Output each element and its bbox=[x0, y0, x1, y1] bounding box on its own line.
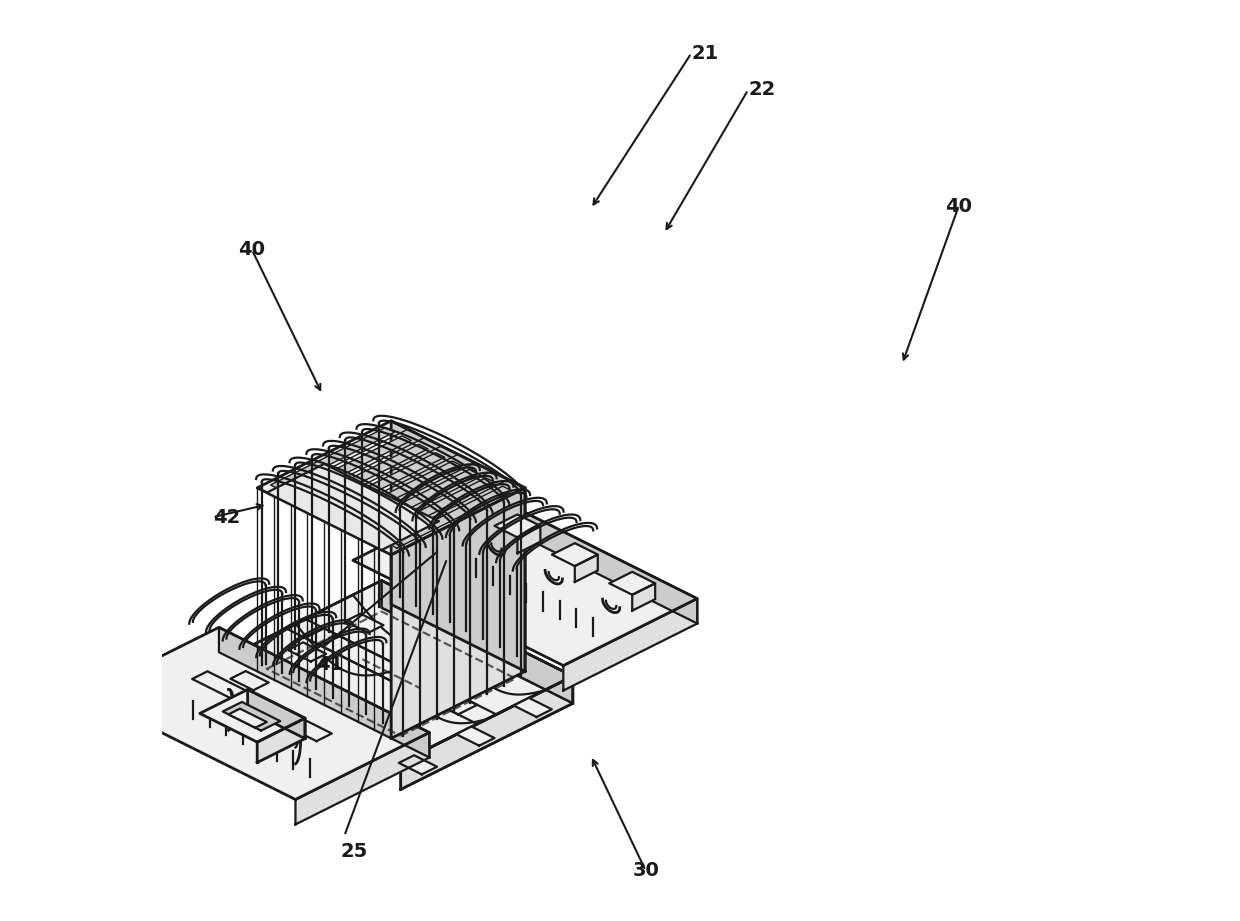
Polygon shape bbox=[456, 727, 495, 746]
Polygon shape bbox=[371, 478, 495, 540]
Polygon shape bbox=[337, 461, 461, 523]
Polygon shape bbox=[401, 676, 573, 789]
Polygon shape bbox=[391, 421, 525, 671]
Polygon shape bbox=[288, 642, 326, 661]
Polygon shape bbox=[305, 580, 573, 715]
Polygon shape bbox=[382, 580, 573, 704]
Polygon shape bbox=[304, 444, 428, 507]
Polygon shape bbox=[388, 486, 512, 548]
Polygon shape bbox=[355, 470, 479, 531]
Polygon shape bbox=[632, 583, 655, 611]
Polygon shape bbox=[248, 690, 305, 739]
Polygon shape bbox=[345, 613, 383, 633]
Polygon shape bbox=[575, 554, 598, 582]
Polygon shape bbox=[609, 572, 655, 595]
Polygon shape bbox=[353, 494, 697, 666]
Polygon shape bbox=[391, 488, 525, 739]
Polygon shape bbox=[86, 627, 429, 799]
Polygon shape bbox=[552, 543, 598, 566]
Polygon shape bbox=[382, 580, 573, 704]
Polygon shape bbox=[259, 705, 332, 741]
Polygon shape bbox=[192, 671, 265, 707]
Polygon shape bbox=[267, 464, 439, 550]
Polygon shape bbox=[270, 427, 394, 490]
Polygon shape bbox=[228, 708, 267, 728]
Polygon shape bbox=[563, 599, 697, 691]
Polygon shape bbox=[399, 755, 436, 775]
Polygon shape bbox=[210, 580, 573, 763]
Polygon shape bbox=[223, 702, 280, 730]
Polygon shape bbox=[231, 671, 269, 690]
Polygon shape bbox=[401, 676, 573, 789]
Text: 42: 42 bbox=[212, 507, 239, 527]
Polygon shape bbox=[257, 718, 305, 763]
Polygon shape bbox=[495, 515, 541, 537]
Polygon shape bbox=[295, 732, 429, 824]
Text: 30: 30 bbox=[632, 861, 660, 880]
Text: 40: 40 bbox=[945, 196, 972, 216]
Polygon shape bbox=[513, 698, 552, 717]
Polygon shape bbox=[257, 421, 525, 554]
Polygon shape bbox=[487, 494, 697, 624]
Polygon shape bbox=[321, 453, 445, 515]
Polygon shape bbox=[200, 690, 305, 742]
Polygon shape bbox=[517, 526, 541, 554]
Polygon shape bbox=[305, 628, 477, 715]
Polygon shape bbox=[288, 436, 412, 498]
Text: 21: 21 bbox=[692, 43, 719, 63]
Polygon shape bbox=[210, 628, 477, 763]
Text: 40: 40 bbox=[238, 240, 265, 260]
Text: 41: 41 bbox=[316, 655, 343, 673]
Text: 22: 22 bbox=[748, 80, 775, 99]
Polygon shape bbox=[219, 627, 429, 757]
Text: 25: 25 bbox=[341, 842, 368, 861]
